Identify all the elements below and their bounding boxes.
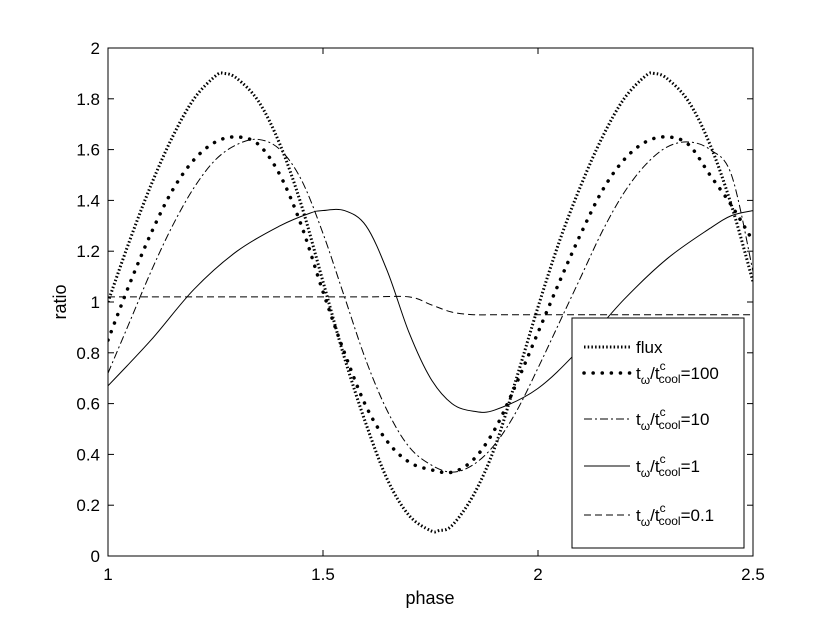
series-layer [108, 71, 753, 534]
y-tick-label: 1.8 [76, 90, 100, 109]
legend-label-4: tω/tc cool=0.1 [636, 501, 714, 529]
x-tick-label: 1.5 [311, 565, 335, 584]
y-tick-label: 0.4 [76, 445, 100, 464]
x-tick-label: 1 [103, 565, 112, 584]
series-line-3 [108, 208, 753, 413]
x-tick-label: 2 [533, 565, 542, 584]
y-tick-label: 0 [91, 547, 100, 566]
x-axis-label: phase [405, 588, 454, 608]
y-tick-label: 1.2 [76, 242, 100, 261]
y-tick-label: 0.2 [76, 496, 100, 515]
y-axis-label: ratio [50, 284, 70, 319]
series-group [108, 71, 753, 534]
y-tick-label: 2 [91, 39, 100, 58]
y-tick-label: 0.8 [76, 344, 100, 363]
y-tick-label: 1.4 [76, 191, 100, 210]
legend-label-3: tω/tc cool=1 [636, 452, 700, 480]
ticks-layer: 1 1.5 2 2.5 0 0.2 0.4 0.6 0.8 1 1.2 1.4 1.6 1.8 2 [76, 39, 764, 584]
legend-label-1: tω/tc cool=100 [636, 359, 719, 387]
series-line-1 [108, 135, 753, 475]
series-line-2 [108, 138, 753, 473]
legend-label-2: tω/tc cool=10 [636, 405, 709, 433]
y-tick-label: 0.6 [76, 395, 100, 414]
y-tick-label: 1 [91, 293, 100, 312]
x-tick-label: 2.5 [741, 565, 765, 584]
series-line-4 [108, 295, 753, 316]
y-tick-label: 1.6 [76, 141, 100, 160]
legend-box [571, 317, 745, 549]
series-line-0 [108, 71, 753, 534]
legend: flux tω/tc cool=100 tω/tc cool=10 tω/tc cool=1… [571, 317, 745, 549]
legend-label-0: flux [636, 338, 663, 357]
